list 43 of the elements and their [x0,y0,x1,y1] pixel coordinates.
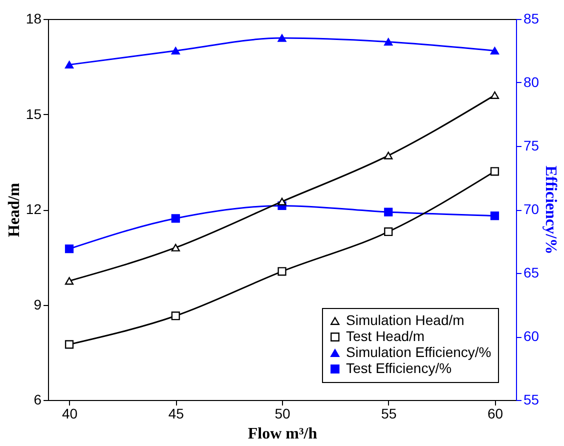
y2-tick-label: 60 [524,328,540,344]
x-tick-label: 50 [274,406,290,422]
point [490,46,500,55]
x-tick-label: 40 [62,406,78,422]
point [64,340,74,349]
point [490,91,500,100]
point [171,46,180,55]
point [490,167,500,176]
x-tick-label: 60 [487,406,504,422]
y-tick-label: 15 [26,106,42,122]
legend-label: Simulation Efficiency/% [346,344,492,360]
point [278,198,286,206]
y2-tick-label: 55 [524,392,540,408]
y2-tick-label: 85 [524,10,540,26]
point [171,214,180,223]
legend-label: Test Efficiency/% [346,360,452,376]
x-tick-label: 55 [381,406,397,422]
y2-tick-label: 70 [524,201,540,217]
x-axis-title: Flow m³/h [248,426,318,442]
y-tick-label: 18 [26,10,42,26]
point [171,244,180,252]
y-axis-title: Head/m [6,182,23,238]
y2-tick-label: 65 [524,264,540,280]
y-tick-label: 6 [34,392,42,408]
y2-tick-label: 80 [524,74,540,90]
point [171,312,180,320]
point [384,208,393,216]
legend-label: Test Head/m [346,328,425,344]
point [278,267,286,276]
point [278,34,286,42]
point [64,60,74,69]
point [64,244,74,254]
point [384,152,393,160]
point [64,277,74,285]
point [384,227,393,236]
y2-axis-title: Efficiency/% [542,166,560,254]
y-tick-label: 12 [26,201,42,217]
point [490,212,500,220]
y-tick-label: 9 [34,296,42,312]
point [384,38,393,46]
legend-label: Simulation Head/m [346,312,464,328]
x-tick-label: 45 [168,406,184,422]
y2-tick-label: 75 [524,138,540,154]
